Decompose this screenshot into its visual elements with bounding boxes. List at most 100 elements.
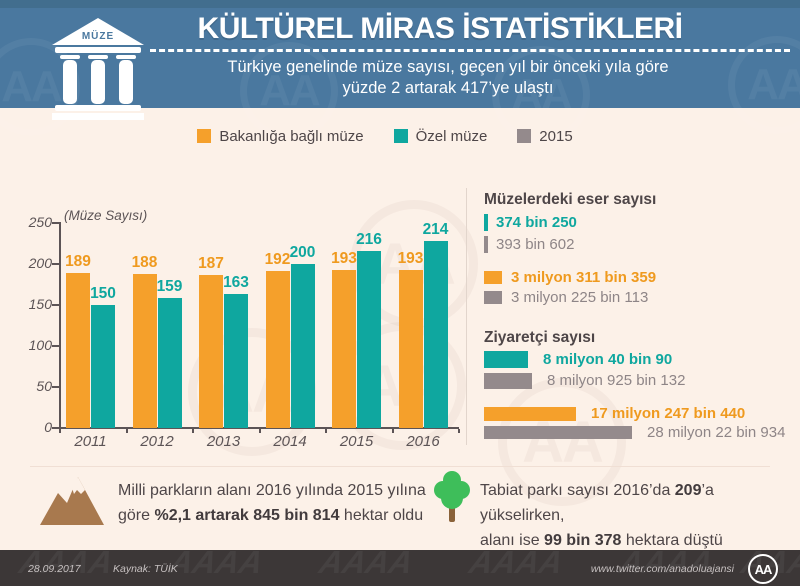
artifacts-heading: Müzelerdeki eser sayısı [484,191,657,208]
stat-value: 17 milyon 247 bin 440 [591,405,746,422]
bar-value-label: 200 [289,244,316,261]
stat-row: 374 bin 250 [484,214,577,231]
fact-national-parks: Milli parkların alanı 2016 yılında 2015 … [118,478,438,528]
bar [199,274,223,428]
footer-date: 28.09.2017 [28,563,81,575]
dashed-divider [150,49,790,52]
stat-marker [484,236,488,253]
y-tick-label: 0 [44,419,52,435]
stat-value: 8 milyon 925 bin 132 [547,372,686,389]
bar [91,305,115,428]
stat-row: 28 milyon 22 bin 934 [484,424,785,441]
x-axis-line [59,427,459,429]
legend-label: 2015 [539,127,573,145]
bar-value-label: 163 [223,274,249,292]
y-axis-line [59,222,61,429]
subtitle-line2: yüzde 2 artarak 417’ye ulaştı [342,79,554,97]
header-top-strip [0,0,800,8]
fact-left-line2-pre: göre [118,507,155,524]
x-tick-mark [192,429,194,433]
visitors-heading: Ziyaretçi sayısı [484,329,596,346]
page-title: KÜLTÜREL MİRAS İSTATİSTİKLERİ [197,12,683,45]
bar [224,294,248,428]
bar [265,270,290,428]
y-tick-mark [52,222,59,224]
mountain-icon [40,477,104,525]
footer-twitter-url: www.twitter.com/anadoluajansi [590,563,734,575]
stat-value: 8 milyon 40 bin 90 [543,351,673,368]
stat-marker [484,426,632,439]
y-tick-label: 150 [28,296,52,312]
museum-icon: MÜZE [52,18,144,120]
legend-label: Özel müze [415,127,488,145]
y-tick-label: 100 [28,337,52,353]
year-label: 2012 [140,433,174,450]
year-label: 2016 [406,433,440,450]
museum-icon-label: MÜZE [82,29,114,42]
bar [290,264,315,428]
aa-watermark: AAAA [166,550,267,580]
bar-value-label: 193 [331,249,357,267]
horizontal-divider [30,466,770,467]
stat-value: 393 bin 602 [496,236,575,253]
bar [66,273,90,428]
stat-row: 3 milyon 225 bin 113 [484,289,648,306]
aa-logo: AA [748,554,778,584]
fact-nature-parks: Tabiat parkı sayısı 2016’da 209’a yüksel… [480,478,790,553]
bar-value-label: 150 [90,285,116,302]
stat-row: 17 milyon 247 bin 440 [484,405,745,422]
stat-marker [484,291,502,304]
year-label: 2011 [74,433,107,450]
stat-value: 374 bin 250 [496,214,577,231]
y-tick-mark [52,345,59,347]
y-tick-label: 200 [28,255,52,271]
legend-swatch [517,129,532,143]
stat-row: 393 bin 602 [484,236,574,253]
y-tick-mark [52,386,59,388]
footer-source: Kaynak: TÜİK [113,563,178,575]
stat-row: 8 milyon 925 bin 132 [484,372,685,389]
y-tick-mark [52,427,59,429]
x-tick-mark [325,429,327,433]
aa-watermark: AAAA [316,550,417,580]
bar-value-label: 189 [65,253,91,271]
x-tick-mark [125,429,128,433]
fact-right-line1-bold: 209 [674,482,702,499]
bar [332,269,356,428]
stat-row: 3 milyon 311 bin 359 [484,269,656,286]
bar-value-label: 188 [131,253,158,271]
bar [398,269,423,428]
fact-left-line2-post: hektar oldu [339,507,424,524]
stat-value: 28 milyon 22 bin 934 [647,424,786,441]
bar [132,273,157,428]
fact-right-line2-pre: alanı ise [480,532,545,549]
stat-marker [484,351,528,368]
year-label: 2013 [206,433,241,450]
bar-value-label: 216 [356,230,382,248]
fact-right-line2-bold: 99 bin 378 [544,532,622,549]
y-tick-label: 50 [36,378,52,394]
stat-marker [484,271,502,284]
legend-swatch [197,129,212,143]
stat-value: 3 milyon 225 bin 113 [511,289,649,306]
bar [357,250,381,428]
y-tick-mark [52,304,59,306]
stat-row: 8 milyon 40 bin 90 [484,351,672,368]
bar-value-label: 187 [198,254,224,272]
x-tick-mark [258,429,261,433]
y-tick-label: 250 [28,214,52,230]
footer: AAAA AAAA AAAA AAAA AAAA AAAA 28.09.2017 Kayn… [0,550,800,586]
x-tick-mark [391,429,394,433]
legend-label: Bakanlığa bağlı müze [219,127,364,145]
y-axis-title: (Müze Sayısı) [64,208,148,223]
bar-value-label: 159 [156,277,183,295]
legend-item: Bakanlığa bağlı müze [197,127,364,145]
bar-value-label: 193 [397,249,424,267]
fact-right-line1-post: ’a yükselirken, [480,482,714,524]
bar [157,297,182,428]
stat-marker [484,372,532,389]
subtitle: Türkiye genelinde müze sayısı, geçen yıl… [120,57,776,99]
header: AA AA AA AA KÜLTÜREL MİRAS İSTATİSTİKLERİ T… [0,0,800,144]
aa-watermark: AAAA [466,550,567,580]
